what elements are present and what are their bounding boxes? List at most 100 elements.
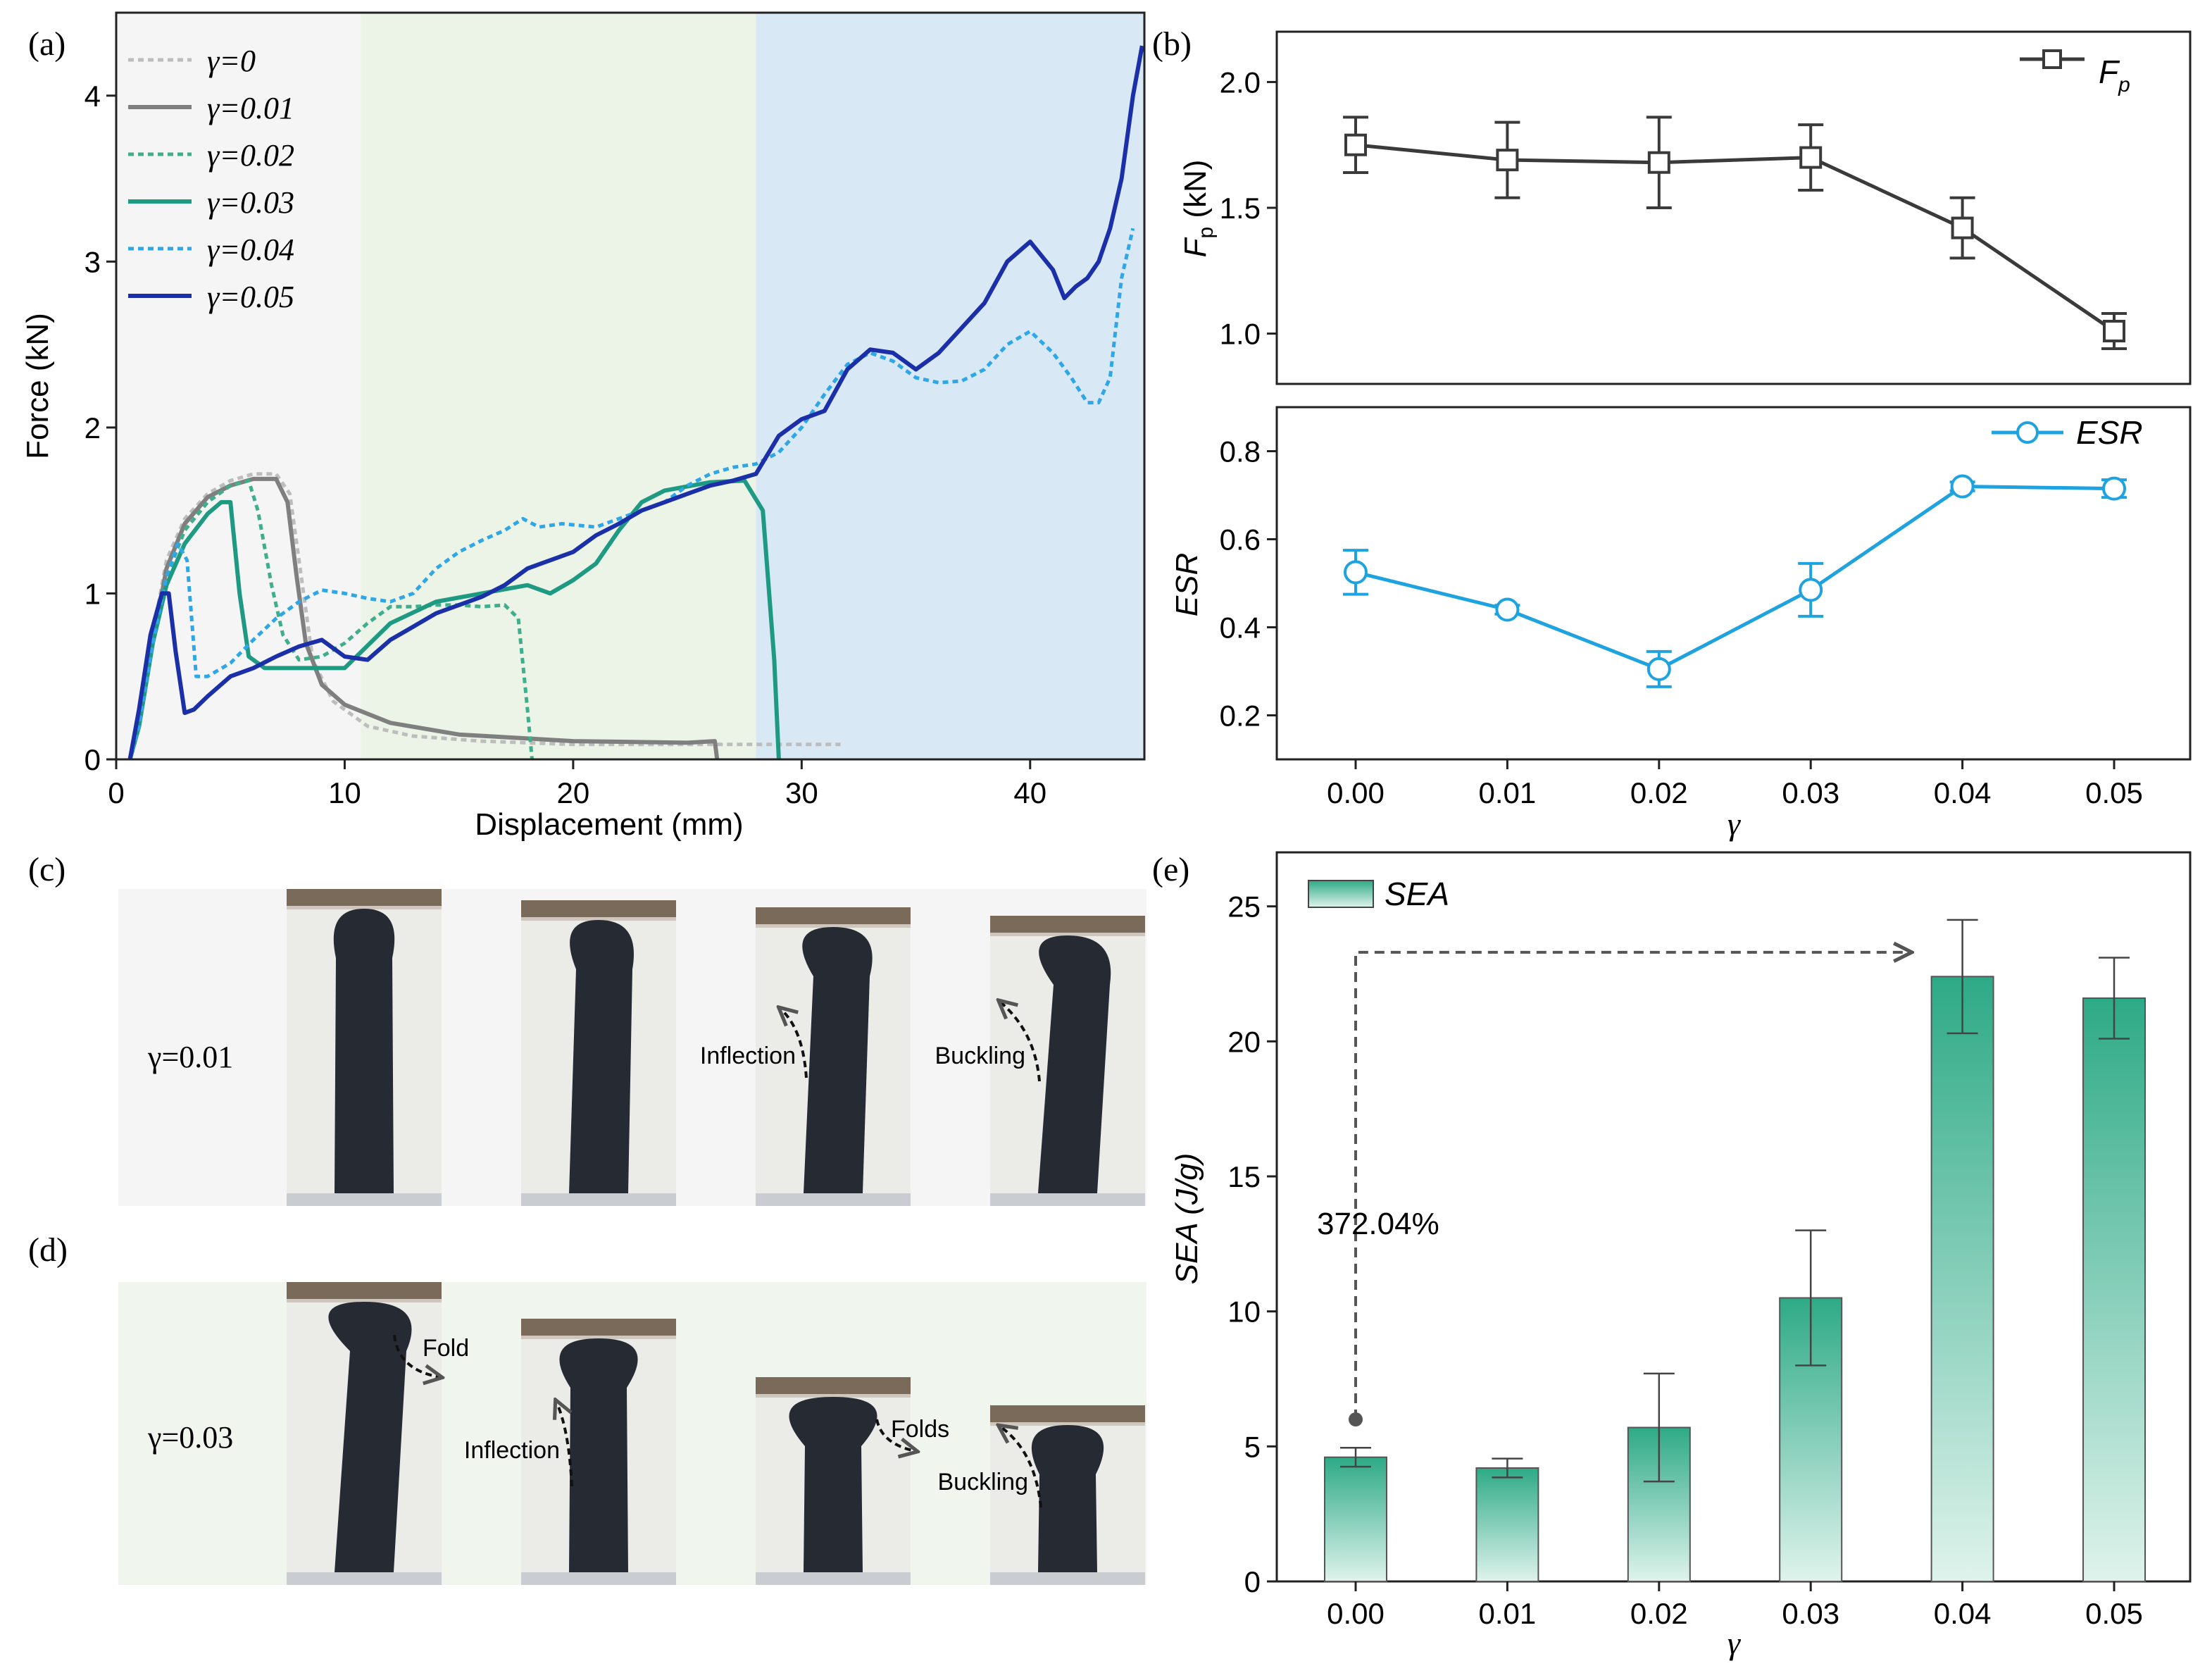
y-tick-label: 0.2 [1220,699,1261,733]
plot-frame-esr [1275,406,2192,761]
x-tick-label: 0.01 [1479,1597,1537,1630]
x-tick-label: 20 [557,776,590,809]
base-stand [756,1572,911,1585]
x-tick-label: 0.04 [1934,776,1992,809]
legend-label-1: γ=0.01 [207,91,294,125]
stage-zone-2 [361,13,756,759]
data-point-3 [1799,146,1823,169]
loading-plate [287,889,442,906]
y-axis-ticks-e: 0 5 10 15 20 25 [1227,890,1277,1598]
fp-line [1355,143,2116,333]
x-axis-ticks: 0 10 20 30 40 [108,759,1046,809]
x-tick-label: 0.00 [1327,776,1385,809]
y-tick-label: 1.5 [1220,192,1261,225]
y-tick-label: 5 [1244,1430,1261,1463]
force-curve-2 [128,478,534,760]
x-axis-ticks-e: 0.00 0.01 0.02 0.03 0.04 0.05 [1327,1581,2143,1630]
loading-plate [756,907,911,924]
legend-label-3: γ=0.03 [207,185,294,220]
stage-zones [116,13,1144,759]
legend-a: γ=0 γ=0.01 γ=0.02 γ=0.03 γ=0.04 γ=0.05 [128,44,294,314]
y-tick-label: 3 [85,245,101,278]
tube-specimen [569,920,634,1193]
legend-esr-label: ESR [2076,414,2143,451]
base-stand [990,1572,1145,1585]
deformation-label: Buckling [937,1469,1028,1495]
plot-frame-fp [1275,30,2192,385]
deformation-label: Inflection [464,1437,560,1464]
photo-frame-3: Folds [756,1377,949,1585]
panel-label-e: (e) [1152,851,1189,888]
deformation-label: Buckling [935,1043,1025,1069]
x-tick-label: 0.00 [1327,1597,1385,1630]
base-stand [990,1193,1145,1206]
photo-frame-4: Buckling [935,916,1145,1206]
x-tick-label: 0.01 [1479,776,1537,809]
y-axis-ticks: 0 1 2 3 4 [85,80,116,776]
tube-specimen [802,927,873,1193]
x-tick-label: 0.03 [1782,1597,1839,1630]
photo-frame-1: Fold [287,1282,469,1585]
legend-sea-swatch [1308,880,1374,908]
panel-a: (a) 0 10 20 30 40 0 1 2 3 4 Displacement (mm) Fo… [20,11,1146,842]
y-tick-label: 0.6 [1220,523,1261,556]
improvement-arrow [1349,952,1910,1426]
improvement-annotation: 372.04% [1317,1207,1439,1241]
data-point-1 [1496,149,1519,172]
x-tick-label: 0.05 [2085,776,2143,809]
plot-frame-a [115,11,1146,761]
y-tick-label: 4 [85,80,101,113]
base-stand [521,1572,676,1585]
plate-shadow [521,917,676,921]
force-curve-5 [127,45,1144,760]
loading-plate [990,916,1145,933]
photo-frame-3: Inflection [700,907,911,1206]
deformation-arrow [393,1334,440,1377]
panel-label-a: (a) [28,25,65,63]
force-curve-4 [128,228,1135,760]
y-tick-label: 2 [85,411,101,444]
legend-label-0: γ=0 [207,44,256,78]
y-tick-label: 15 [1227,1160,1261,1193]
deformation-arrow [875,1419,916,1451]
legend-label-5: γ=0.05 [207,280,294,314]
legend-label-4: γ=0.04 [207,232,294,267]
x-tick-label: 0.05 [2085,1597,2143,1630]
force-curve-3 [127,478,781,760]
legend-fp: Fp [2020,49,2130,97]
panel-e: (e) 0.00 0.01 0.02 0.03 0.04 0.05 0510152025 … [1152,851,2192,1661]
plate-shadow [287,906,442,909]
sea-bar-0 [1324,1456,1387,1583]
data-point-1 [1495,597,1520,622]
loading-plate [521,900,676,917]
photo-frames-c: Inflection Buckling [287,889,1145,1206]
photo-frame-2: Inflection [464,1319,676,1585]
deformation-arrow [556,1402,573,1487]
plate-shadow [521,1336,676,1339]
sea-bar-1 [1475,1467,1539,1582]
base-stand [521,1193,676,1206]
x-axis-label-b: γ [1727,806,1742,842]
data-point-0 [1344,133,1367,156]
esr-subplot: 0.2 0.4 0.6 0.8 [1220,435,2127,733]
plate-shadow [990,933,1145,936]
x-tick-label: 0.02 [1630,1597,1688,1630]
y-axis-label-e: SEA (J/g) [1170,1153,1204,1285]
x-tick-label: 10 [328,776,361,809]
x-axis-ticks-b: 0.00 0.01 0.02 0.03 0.04 0.05 [1327,759,2143,809]
panel-c: (c) γ=0.01 Inflection Buckling [28,851,1146,1206]
y-axis-label-esr: ESR [1170,553,1204,616]
photo-frame-1 [287,889,442,1206]
x-tick-label: 0.02 [1630,776,1688,809]
loading-plate [756,1377,911,1394]
panel-label-c: (c) [28,851,65,888]
y-axis-label-a: Force (kN) [20,313,55,459]
panel-b: (b) 1.01.52.0 0.20.40.60.8 0.00 0.01 0.02 0… [1152,25,2192,842]
stage-zone-1 [116,13,361,759]
x-tick-label: 30 [785,776,818,809]
photo-frame-2 [521,900,676,1206]
plate-shadow [756,924,911,928]
base-stand [287,1572,442,1585]
force-curve-1 [127,476,720,760]
